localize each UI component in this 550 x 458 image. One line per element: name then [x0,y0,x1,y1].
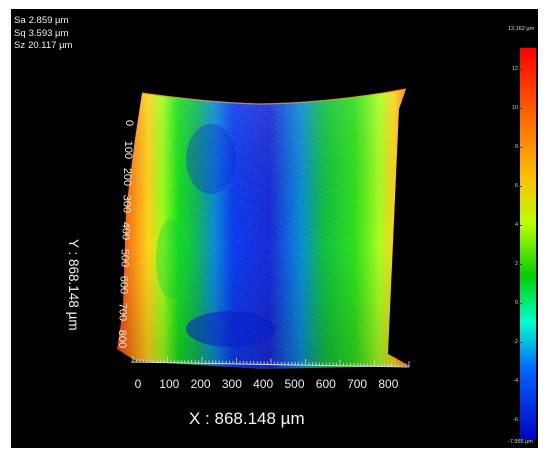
x-tick-label: 700 [347,377,367,391]
colorbar-tick-label: 12 [511,66,518,72]
x-tick-label: 400 [253,377,273,391]
colorbar-tick-mark [519,186,522,187]
x-axis-tick-labels: 0 100 200 300 400 500 600 700 800 [135,377,399,391]
stat-sq: Sq 3.593 µm [14,27,69,39]
colorbar-tick-label: -4 [513,378,518,384]
x-axis-minor-ticks [132,356,410,367]
colorbar-tick-mark [519,264,522,265]
y-axis-tick-labels: 0 100 200 300 400 500 600 700 800 [116,120,135,348]
stat-sa: Sa 2.859 µm [14,15,69,26]
colorbar-tick-label: 6 [514,183,518,189]
colorbar-tick-mark [519,381,522,382]
y-tick-label: 500 [119,249,131,267]
colorbar-tick-label: 4 [514,222,518,228]
roughness-stats: Sa 2.859 µm Sq 3.593 µm Sz 20.117 µm [14,15,72,53]
y-tick-label: 100 [122,141,134,159]
x-axis-title: X : 868.148 µm [189,409,305,428]
x-tick-label: 500 [284,377,304,391]
colorbar-min-label: -7.955 µm [508,439,533,445]
x-axis-line [130,361,410,368]
stat-sz: Sz 20.117 µm [14,40,73,51]
x-tick-label: 300 [222,377,242,391]
y-tick-label: 600 [118,276,130,294]
colorbar-tick-label: 8 [514,144,518,150]
colorbar-tick-mark [519,147,522,148]
y-axis-title: Y : 868.148 µm [66,239,81,331]
height-map [117,89,410,369]
y-tick-label: 300 [120,195,132,213]
y-tick-label: 700 [117,303,129,321]
x-tick-label: 0 [135,377,142,391]
x-tick-label: 200 [191,377,211,391]
x-tick-label: 800 [378,377,398,391]
colorbar-tick-label: 0 [514,300,518,306]
colorbar-tick-mark [519,69,522,70]
colorbar-tick-mark [519,108,522,109]
y-tick-label: 0 [123,120,135,126]
surface-3d-render: 0 100 200 300 400 500 600 700 800 0 100 200 300 400 5… [116,88,410,391]
colorbar-tick-mark [519,342,522,343]
colorbar-tick-label: 2 [514,261,518,267]
colorbar-tick-label: 10 [511,105,518,111]
colorbar-tick-label: -2 [513,339,518,345]
colorbar-tick-mark [519,225,522,226]
surface-top-edge [141,88,407,105]
colorbar-tick-mark [519,303,522,304]
colorbar-tick-label: -6 [513,417,518,423]
x-tick-label: 600 [316,377,336,391]
y-tick-label: 800 [116,330,128,348]
y-tick-label: 200 [121,168,133,186]
x-axis: 0 100 200 300 400 500 600 700 800 [130,356,410,391]
surface-profile-view: Sa 2.859 µm Sq 3.593 µm Sz 20.117 µm [11,9,538,448]
height-colorbar [520,48,536,440]
x-tick-label: 100 [159,377,179,391]
colorbar-tick-mark [519,420,522,421]
colorbar-max-label: 12.162 µm [508,26,535,32]
y-tick-label: 400 [119,222,131,240]
